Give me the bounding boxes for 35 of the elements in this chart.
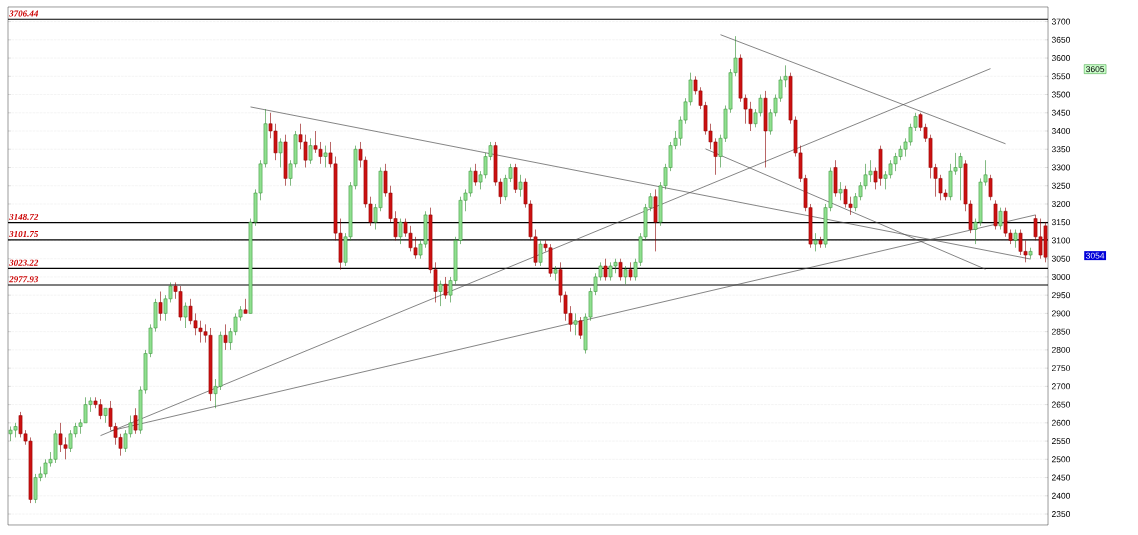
y-tick-label: 2850 bbox=[1051, 328, 1071, 335]
y-tick-label: 2350 bbox=[1051, 511, 1071, 518]
ref-line-label: 2977.93 bbox=[9, 276, 39, 283]
y-tick-label: 3500 bbox=[1051, 91, 1071, 98]
text: 3605 bbox=[1086, 66, 1105, 73]
y-tick-label: 2400 bbox=[1051, 492, 1071, 499]
y-tick-label: 3150 bbox=[1051, 219, 1071, 226]
y-tick-label: 3650 bbox=[1051, 36, 1071, 43]
y-tick-label: 3450 bbox=[1051, 109, 1071, 116]
y-tick-label: 3350 bbox=[1051, 146, 1071, 153]
y-tick-label: 2600 bbox=[1051, 419, 1071, 426]
ref-line-label: 3101.75 bbox=[9, 231, 39, 238]
ref-line-label: 3023.22 bbox=[9, 259, 39, 266]
ref-line-label: 3148.72 bbox=[9, 213, 39, 220]
y-tick-label: 3400 bbox=[1051, 128, 1071, 134]
y-tick-label: 2450 bbox=[1051, 474, 1071, 481]
y-tick-label: 3300 bbox=[1051, 164, 1071, 171]
y-tick-label: 2800 bbox=[1051, 346, 1071, 353]
y-tick-label: 3250 bbox=[1051, 182, 1071, 189]
y-tick-label: 2700 bbox=[1051, 383, 1071, 390]
y-tick-label: 3050 bbox=[1051, 255, 1071, 262]
y-tick-label: 3600 bbox=[1051, 55, 1071, 62]
y-tick-label: 3700 bbox=[1051, 18, 1071, 25]
y-tick-label: 3550 bbox=[1051, 73, 1071, 80]
y-tick-label: 3100 bbox=[1051, 237, 1071, 244]
y-tick-label: 3200 bbox=[1051, 200, 1071, 207]
y-tick-label: 2900 bbox=[1051, 310, 1071, 317]
y-tick-label: 2750 bbox=[1051, 365, 1071, 372]
ref-line-label: 3706.44 bbox=[9, 10, 39, 17]
y-tick-label: 3000 bbox=[1051, 273, 1071, 280]
y-tick-label: 2650 bbox=[1051, 401, 1071, 408]
y-tick-label: 2500 bbox=[1051, 456, 1071, 463]
y-tick-label: 2550 bbox=[1051, 438, 1071, 445]
y-tick-label: 2950 bbox=[1051, 292, 1071, 299]
text: 3054 bbox=[1086, 252, 1105, 259]
